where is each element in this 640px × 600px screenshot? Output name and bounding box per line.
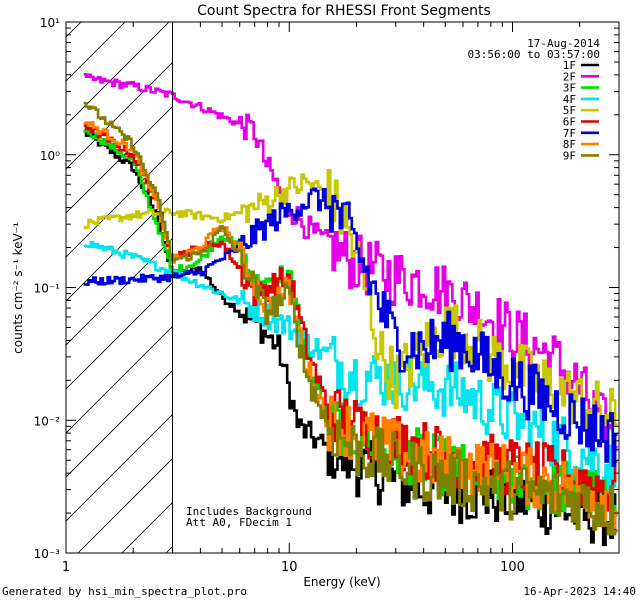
chart-title: Count Spectra for RHESSI Front Segments xyxy=(197,3,491,19)
legend-label-9f: 9F xyxy=(563,149,576,162)
hatch-line xyxy=(66,369,173,478)
legend-label-1f: 1F xyxy=(563,59,576,72)
date-label: 17-Aug-2014 xyxy=(527,37,600,50)
y-tick-label-1e1: 10¹ xyxy=(40,16,60,30)
footer-timestamp: 16-Apr-2023 14:40 xyxy=(523,585,636,598)
annotation-background: Includes Background xyxy=(186,505,312,518)
legend-label-5f: 5F xyxy=(563,104,576,117)
hatch-line xyxy=(77,457,173,553)
legend-label-8f: 8F xyxy=(563,138,576,151)
hatch-line xyxy=(66,193,173,302)
hatch-line xyxy=(66,413,173,522)
y-tick-label-1e-1: 10⁻¹ xyxy=(34,282,61,296)
legend-label-4f: 4F xyxy=(563,93,576,106)
x-axis-label: Energy (keV) xyxy=(303,575,380,589)
y-tick-label-1e-3: 10⁻³ xyxy=(34,547,61,561)
axis-ticks xyxy=(65,22,620,554)
legend-label-2f: 2F xyxy=(563,70,576,83)
hatch-line xyxy=(66,237,173,346)
legend-label-7f: 7F xyxy=(563,127,576,140)
annotation-attenuator: Att A0, FDecim 1 xyxy=(186,516,292,529)
y-tick-label-1e0: 10⁰ xyxy=(40,149,60,163)
legend-label-3f: 3F xyxy=(563,82,576,95)
y-axis-label: counts cm⁻² s⁻¹ keV⁻¹ xyxy=(11,222,25,354)
x-tick-label-10: 10 xyxy=(281,560,298,575)
legend-label-6f: 6F xyxy=(563,116,576,129)
footer-generated-by: Generated by hsi_min_spectra_plot.pro xyxy=(2,585,247,598)
y-tick-label-1e-2: 10⁻² xyxy=(34,414,61,428)
x-tick-label-1: 1 xyxy=(62,560,70,575)
x-tick-label-100: 100 xyxy=(500,560,525,575)
hatch-line xyxy=(66,22,170,126)
time-range-label: 03:56:00 to 03:57:00 xyxy=(468,48,600,61)
